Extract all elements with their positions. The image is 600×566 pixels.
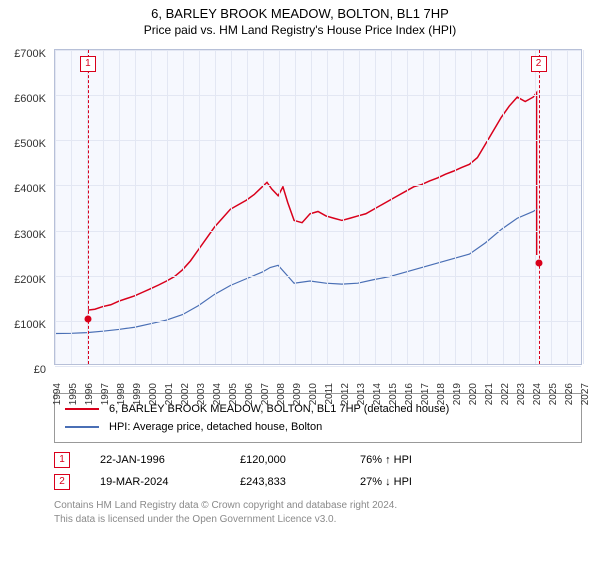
marker-flag: 2	[531, 56, 547, 72]
legend-swatch	[65, 408, 99, 410]
point-delta: 76% ↑ HPI	[360, 454, 412, 466]
data-point-row: 2 19-MAR-2024 £243,833 27% ↓ HPI	[54, 471, 582, 493]
y-axis: £0£100K£200K£300K£400K£500K£600K£700K	[6, 45, 50, 385]
x-axis: 1994199519961997199819992000200120022003…	[54, 365, 582, 385]
legend-swatch	[65, 426, 99, 428]
point-date: 19-MAR-2024	[100, 476, 210, 488]
footer-line: This data is licensed under the Open Gov…	[54, 513, 582, 527]
point-marker-box: 1	[54, 452, 70, 468]
chart-container: 6, BARLEY BROOK MEADOW, BOLTON, BL1 7HP …	[0, 6, 600, 566]
plot-area: 12	[54, 49, 582, 365]
point-date: 22-JAN-1996	[100, 454, 210, 466]
footer-attribution: Contains HM Land Registry data © Crown c…	[54, 499, 582, 526]
marker-flag: 1	[80, 56, 96, 72]
data-points-table: 1 22-JAN-1996 £120,000 76% ↑ HPI 2 19-MAR-202…	[54, 449, 582, 493]
marker-dot	[84, 315, 91, 322]
legend-label: HPI: Average price, detached house, Bolt…	[109, 421, 322, 433]
chart-subtitle: Price paid vs. HM Land Registry's House …	[0, 23, 600, 37]
chart-area: £0£100K£200K£300K£400K£500K£600K£700K 12…	[6, 45, 582, 385]
footer-line: Contains HM Land Registry data © Crown c…	[54, 499, 582, 513]
marker-dot	[535, 260, 542, 267]
point-delta: 27% ↓ HPI	[360, 476, 412, 488]
point-price: £120,000	[240, 454, 330, 466]
series-line	[88, 93, 537, 311]
point-marker-box: 2	[54, 474, 70, 490]
chart-title: 6, BARLEY BROOK MEADOW, BOLTON, BL1 7HP	[0, 6, 600, 21]
point-price: £243,833	[240, 476, 330, 488]
legend-item: HPI: Average price, detached house, Bolt…	[65, 418, 571, 436]
data-point-row: 1 22-JAN-1996 £120,000 76% ↑ HPI	[54, 449, 582, 471]
